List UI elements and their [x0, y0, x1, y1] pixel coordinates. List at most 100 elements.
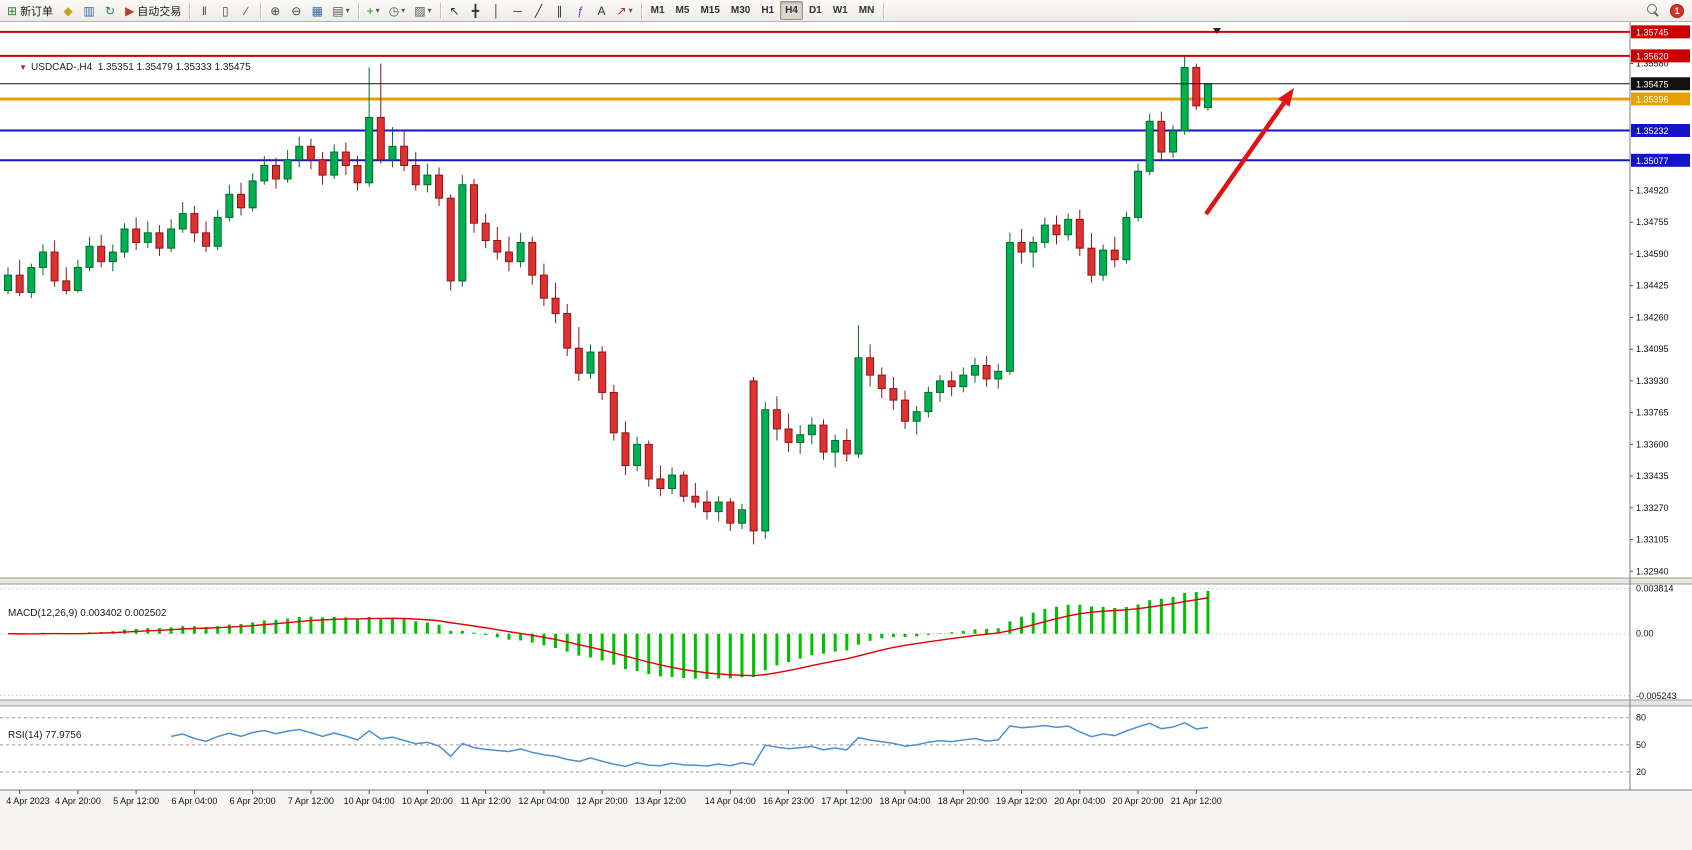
market-watch-icon: ▥ — [83, 3, 95, 18]
timeframe-m1-button[interactable]: M1 — [650, 5, 665, 16]
caret-down-icon: ▾ — [345, 6, 350, 15]
chart-candles-button[interactable]: ▯ — [215, 1, 235, 20]
zoom-out-button[interactable]: ⊖ — [286, 1, 306, 20]
toolbar-separator — [260, 2, 262, 19]
navigator-button[interactable]: ↻ — [100, 1, 120, 20]
chart-bars-icon: ‖ — [201, 3, 207, 18]
chart-candles-icon: ▯ — [221, 3, 229, 18]
chart-line-icon: ∕ — [245, 3, 248, 18]
navigator-icon: ↻ — [105, 3, 116, 18]
chart-canvas[interactable]: 0.003814 0.00 -0.005243 80 50 20 1.35580 1.3492… — [0, 22, 1692, 850]
crosshair-icon: ╋ — [471, 3, 480, 18]
svg-text:20 Apr 04:00: 20 Apr 04:00 — [1054, 796, 1105, 806]
svg-text:21 Apr 12:00: 21 Apr 12:00 — [1171, 796, 1222, 806]
chart-line-button[interactable]: ∕ — [236, 1, 256, 20]
new-order-icon: ⊞ — [7, 3, 18, 18]
indicators-button[interactable]: + ▾ — [363, 1, 384, 20]
svg-text:1.35077: 1.35077 — [1636, 156, 1669, 166]
svg-text:19 Apr 12:00: 19 Apr 12:00 — [996, 796, 1047, 806]
trendline-icon: ╱ — [534, 3, 543, 18]
svg-text:1.35745: 1.35745 — [1636, 27, 1669, 37]
text-label-icon: A — [597, 3, 606, 18]
cursor-button[interactable]: ↖ — [445, 1, 465, 20]
tile-windows-button[interactable]: ▦ — [307, 1, 327, 20]
svg-text:1.33600: 1.33600 — [1636, 439, 1669, 449]
chart-profiles-icon: ◆ — [63, 3, 73, 18]
svg-text:10 Apr 04:00: 10 Apr 04:00 — [344, 796, 395, 806]
fibonacci-button[interactable]: ƒ — [571, 1, 591, 20]
timeframe-mn-button[interactable]: MN — [858, 5, 875, 16]
notification-badge[interactable]: 1 — [1670, 3, 1684, 18]
caret-down-icon: ▾ — [427, 6, 432, 15]
svg-text:18 Apr 20:00: 18 Apr 20:00 — [938, 796, 989, 806]
svg-text:12 Apr 04:00: 12 Apr 04:00 — [518, 796, 569, 806]
toolbar: ⊞ 新订单 ◆ ▥ ↻ ▶ 自动交易 ‖ ▯ ∕ ⊕ ⊖ ▦ ▤ ▾ + ▾ ◷ ▾ ▨ ▾ ↖ ╋ │ ─ ╱ ∥ ƒ A ↗ ▾ M1 M5… — [0, 0, 1692, 22]
svg-text:18 Apr 04:00: 18 Apr 04:00 — [880, 796, 931, 806]
new-order-button[interactable]: ⊞ 新订单 — [3, 1, 57, 20]
svg-text:12 Apr 20:00: 12 Apr 20:00 — [577, 796, 628, 806]
svg-text:10 Apr 20:00: 10 Apr 20:00 — [402, 796, 453, 806]
equidistant-channel-button[interactable]: ∥ — [550, 1, 570, 20]
svg-text:1.35620: 1.35620 — [1636, 51, 1669, 61]
svg-text:50: 50 — [1636, 740, 1646, 750]
timeframe-h1-button[interactable]: H1 — [761, 5, 775, 16]
arrange-charts-button[interactable]: ▤ ▾ — [328, 1, 353, 20]
svg-text:11 Apr 12:00: 11 Apr 12:00 — [460, 796, 510, 806]
trendline-button[interactable]: ╱ — [529, 1, 549, 20]
svg-text:4 Apr 20:00: 4 Apr 20:00 — [55, 796, 101, 806]
auto-trading-icon: ▶ — [125, 3, 135, 18]
svg-text:20 Apr 20:00: 20 Apr 20:00 — [1113, 796, 1164, 806]
search-icon — [1647, 4, 1660, 17]
toolbar-separator — [439, 2, 441, 19]
periods-button[interactable]: ◷ ▾ — [385, 1, 410, 20]
svg-text:1.34755: 1.34755 — [1636, 217, 1669, 227]
caret-down-icon: ▾ — [375, 6, 380, 15]
market-watch-button[interactable]: ▥ — [79, 1, 99, 20]
svg-text:1.34590: 1.34590 — [1636, 249, 1669, 259]
svg-text:80: 80 — [1636, 713, 1646, 723]
svg-text:1.35580: 1.35580 — [1636, 59, 1669, 69]
arrows-tool-button[interactable]: ↗ ▾ — [613, 1, 637, 20]
arrange-charts-icon: ▤ — [332, 3, 344, 18]
svg-text:7 Apr 12:00: 7 Apr 12:00 — [288, 796, 334, 806]
periods-icon: ◷ — [388, 3, 400, 18]
timeframe-d1-button[interactable]: D1 — [808, 5, 822, 16]
svg-text:14 Apr 04:00: 14 Apr 04:00 — [705, 796, 756, 806]
toolbar-separator — [189, 2, 191, 19]
timeframe-h4-button[interactable]: H4 — [780, 1, 803, 20]
svg-text:6 Apr 20:00: 6 Apr 20:00 — [230, 796, 276, 806]
svg-text:1.33930: 1.33930 — [1636, 376, 1669, 386]
svg-text:1.35475: 1.35475 — [1636, 79, 1669, 89]
toolbar-right-group: 1 — [1643, 1, 1689, 20]
auto-trading-button[interactable]: ▶ 自动交易 — [121, 1, 185, 20]
toolbar-separator — [357, 2, 359, 19]
chart-bars-button[interactable]: ‖ — [194, 1, 214, 20]
timeframe-w1-button[interactable]: W1 — [832, 5, 848, 16]
search-button[interactable] — [1643, 1, 1664, 20]
svg-text:0.003814: 0.003814 — [1636, 584, 1674, 594]
new-order-label: 新订单 — [20, 5, 54, 18]
vertical-line-button[interactable]: │ — [487, 1, 507, 20]
templates-icon: ▨ — [414, 3, 426, 18]
timeframe-m5-button[interactable]: M5 — [675, 5, 690, 16]
arrows-tool-icon: ↗ — [616, 3, 627, 18]
svg-text:20: 20 — [1636, 767, 1646, 777]
crosshair-button[interactable]: ╋ — [466, 1, 486, 20]
svg-text:0.00: 0.00 — [1636, 629, 1654, 639]
text-label-button[interactable]: A — [592, 1, 612, 20]
svg-text:1.34260: 1.34260 — [1636, 312, 1669, 322]
svg-text:1.33105: 1.33105 — [1636, 535, 1669, 545]
horizontal-line-button[interactable]: ─ — [508, 1, 528, 20]
svg-text:1.35232: 1.35232 — [1636, 126, 1669, 136]
toolbar-separator — [640, 2, 642, 19]
svg-text:16 Apr 23:00: 16 Apr 23:00 — [763, 796, 814, 806]
svg-text:1.34095: 1.34095 — [1636, 344, 1669, 354]
equidistant-channel-icon: ∥ — [556, 3, 563, 18]
horizontal-line-icon: ─ — [513, 3, 522, 18]
zoom-in-button[interactable]: ⊕ — [265, 1, 285, 20]
svg-text:1.32940: 1.32940 — [1636, 566, 1669, 576]
chart-profiles-button[interactable]: ◆ — [58, 1, 78, 20]
templates-button[interactable]: ▨ ▾ — [410, 1, 435, 20]
timeframe-m30-button[interactable]: M30 — [730, 5, 751, 16]
timeframe-m15-button[interactable]: M15 — [700, 5, 720, 16]
